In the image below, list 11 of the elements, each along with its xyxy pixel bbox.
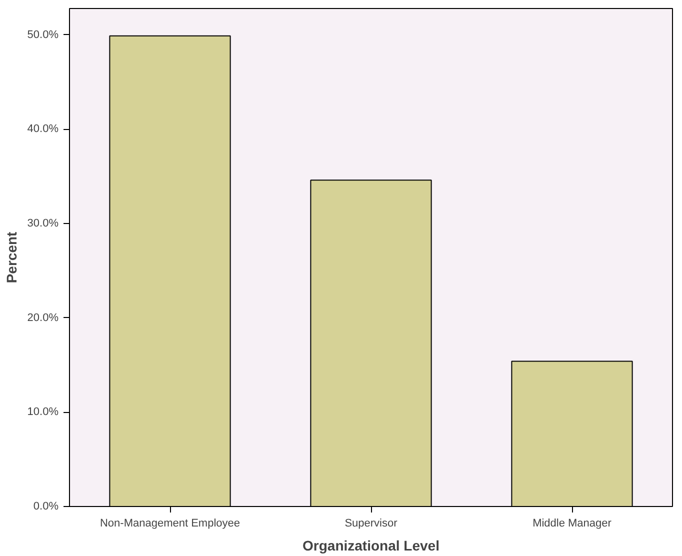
- y-tick-label: 30.0%: [27, 218, 59, 230]
- y-tick-label: 0.0%: [33, 500, 59, 512]
- x-tick-label: Middle Manager: [532, 518, 612, 530]
- x-tick-label: Supervisor: [344, 518, 398, 530]
- y-tick-label: 50.0%: [27, 28, 59, 41]
- y-tick-label: 40.0%: [27, 123, 59, 136]
- y-tick-label: 20.0%: [27, 312, 59, 324]
- x-axis-title: Organizational Level: [302, 538, 440, 554]
- y-axis-title: Percent: [3, 231, 20, 284]
- x-tick-label: Non-Management Employee: [100, 518, 240, 530]
- y-tick-label: 10.0%: [27, 406, 59, 418]
